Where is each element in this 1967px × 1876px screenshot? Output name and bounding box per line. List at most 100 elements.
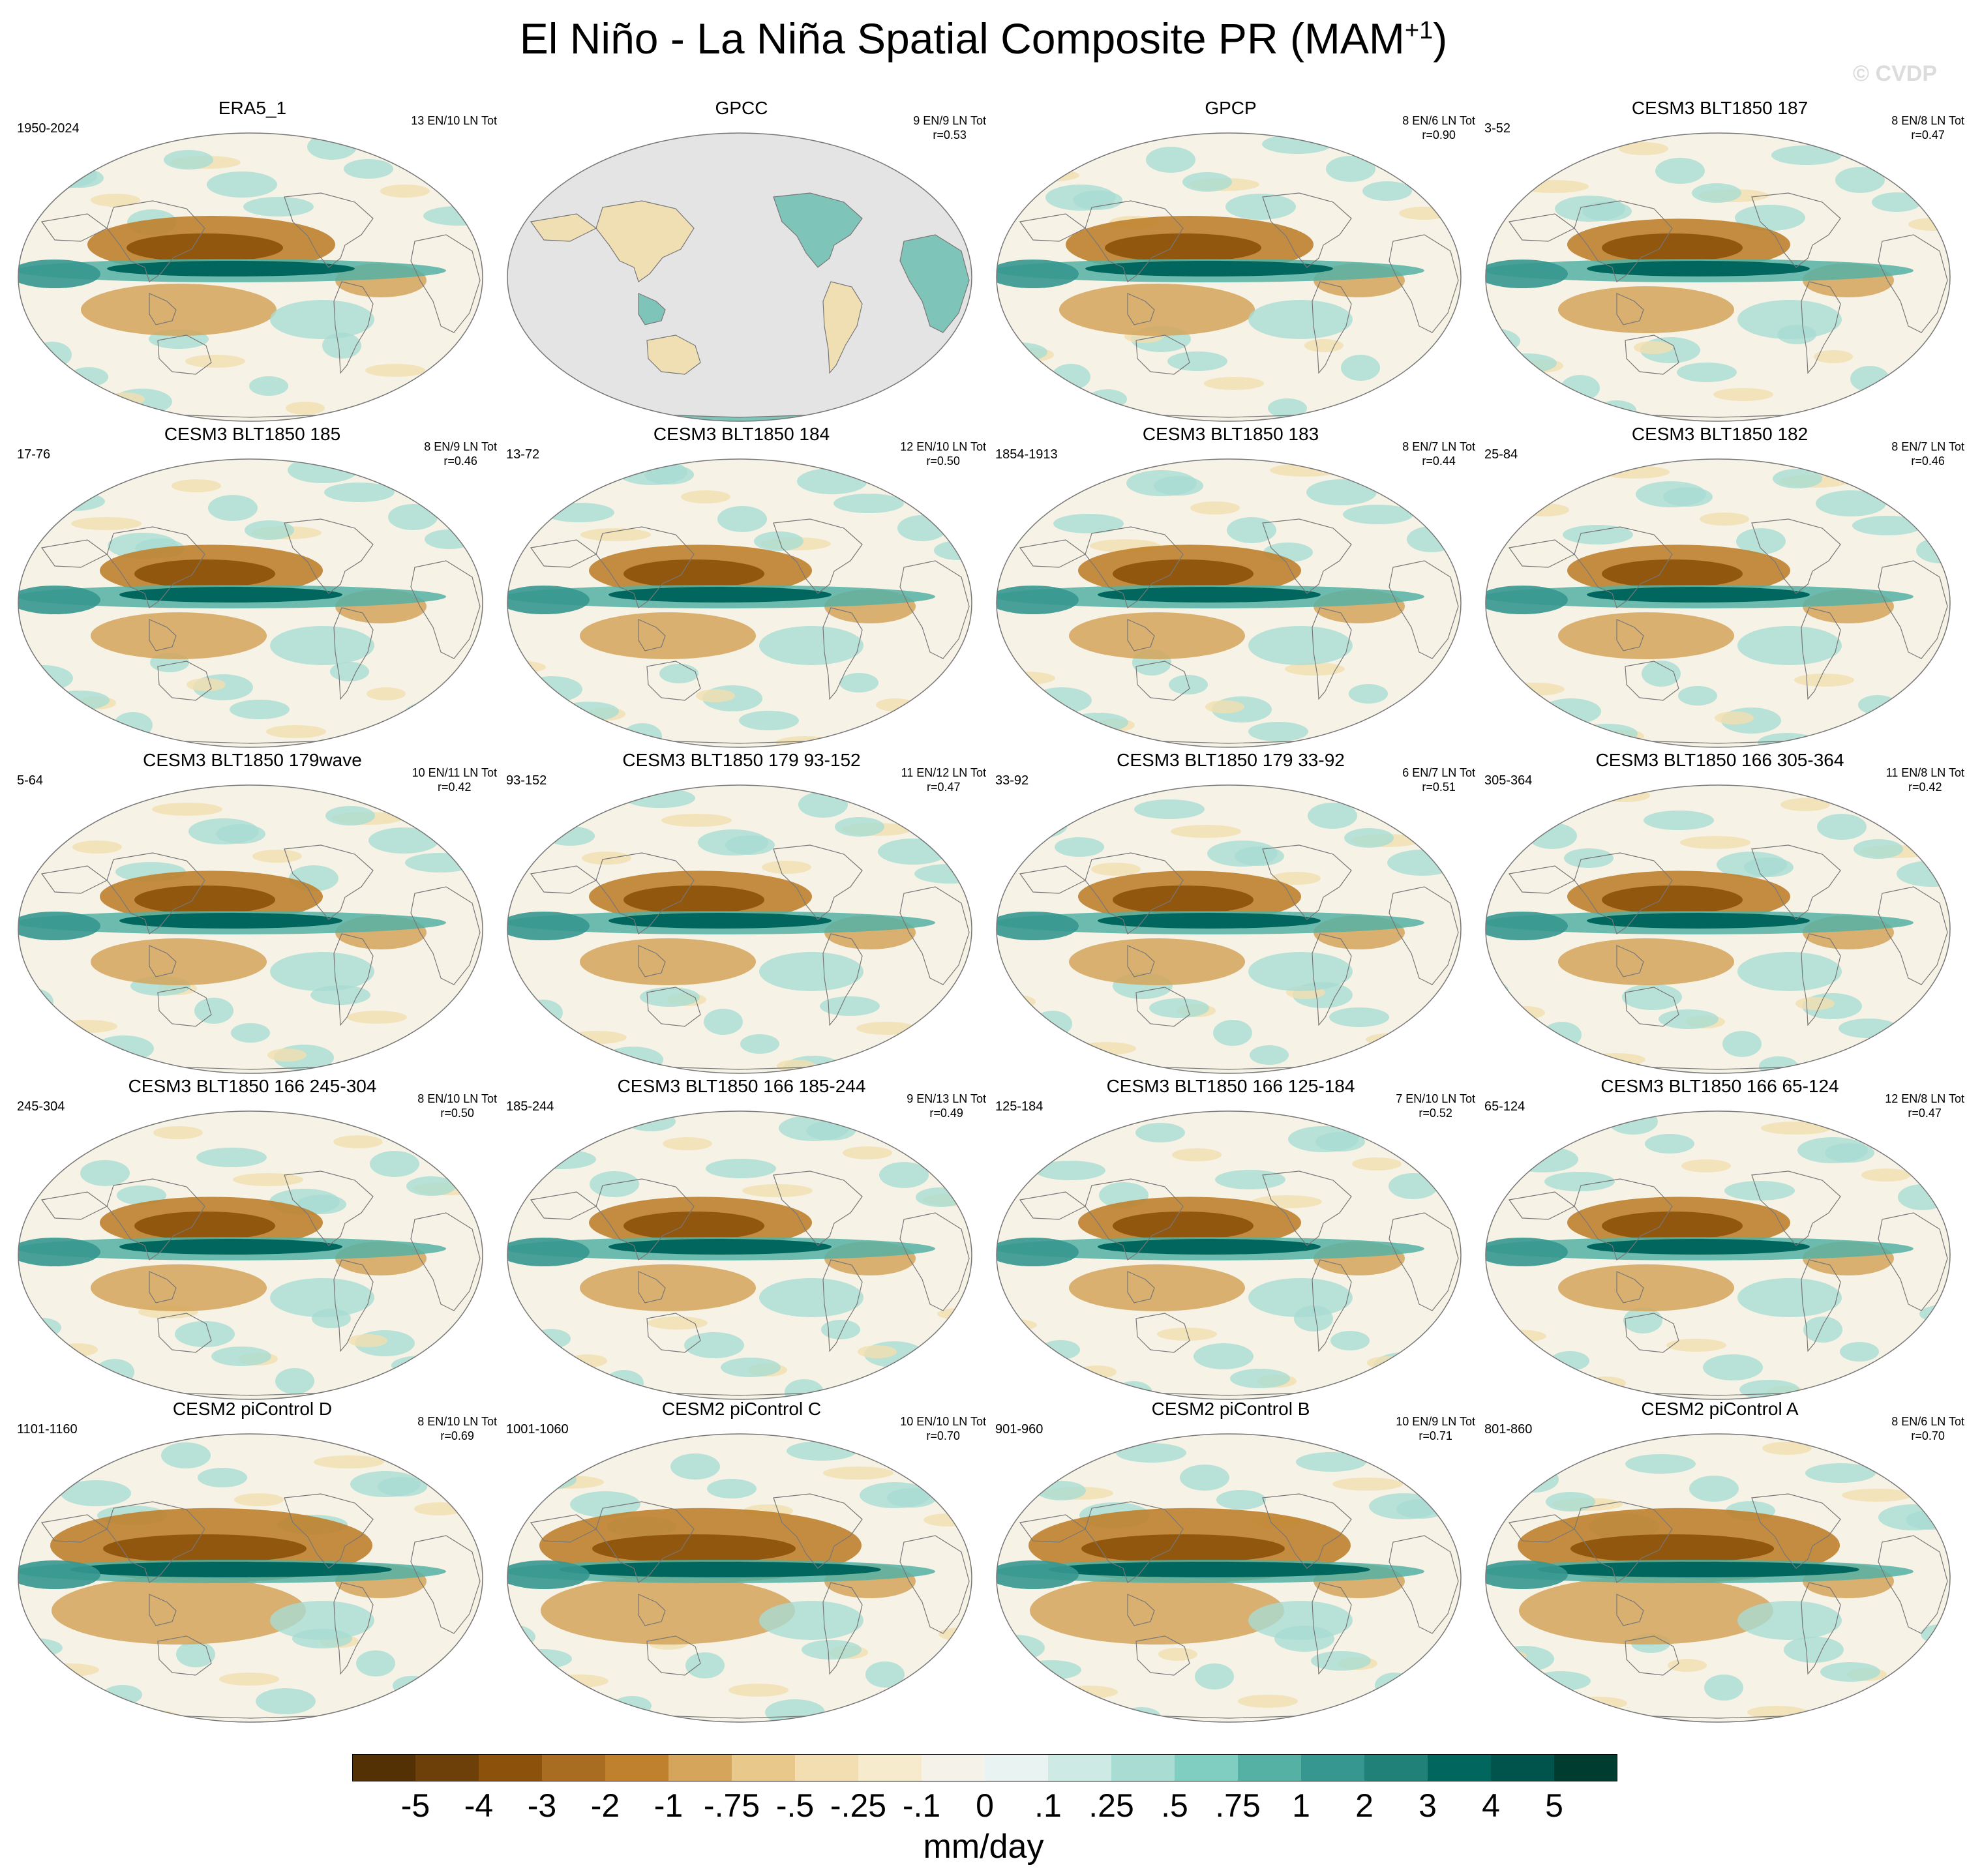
anomaly-patch — [24, 1465, 95, 1478]
anomaly-patch — [18, 1139, 87, 1158]
anomaly-patch — [1509, 1467, 1559, 1493]
dry-anomaly-south — [1558, 612, 1734, 659]
colorbar-swatch — [1048, 1754, 1112, 1781]
event-count-text: 11 EN/12 LN Tot — [901, 766, 986, 779]
anomaly-patch — [1803, 1317, 1842, 1343]
dry-anomaly-core — [134, 886, 275, 914]
colorbar-tick-label: -2 — [590, 1787, 620, 1824]
wet-equatorial-core — [608, 587, 832, 603]
dry-anomaly-south — [1069, 938, 1245, 985]
coastline — [1262, 518, 1352, 594]
colorbar-tick-label: 1 — [1292, 1787, 1310, 1824]
dry-anomaly-core — [1113, 559, 1254, 588]
anomaly-patch — [1053, 514, 1124, 533]
anomaly-patch — [548, 1675, 608, 1688]
coastline — [638, 1594, 666, 1626]
coastline — [822, 607, 863, 700]
wet-anomaly-indian — [1486, 912, 1568, 940]
anomaly-patch — [1375, 1673, 1414, 1699]
coastline — [1574, 1178, 1673, 1260]
anomaly-patch — [1878, 1504, 1949, 1530]
coastline — [1135, 987, 1190, 1027]
coastline — [410, 1535, 481, 1634]
map-outline — [18, 784, 483, 1074]
anomaly-patch — [1000, 1455, 1049, 1481]
anomaly-patch — [388, 504, 438, 530]
anomaly-patch — [1420, 402, 1461, 421]
map-outline — [1485, 1110, 1951, 1400]
panel-title: CESM3 BLT1850 179 33-92 — [1117, 750, 1345, 770]
anomaly-patch — [314, 1455, 384, 1468]
anomaly-patch — [172, 479, 221, 492]
land-precip-field — [530, 213, 597, 242]
anomaly-patch — [617, 459, 687, 485]
pattern-correlation: r=0.47 — [1908, 1107, 1942, 1120]
precip-composite-map — [507, 1110, 972, 1400]
anomaly-patch — [835, 817, 884, 837]
dry-anomaly-south — [580, 1264, 756, 1311]
coastline — [1135, 1635, 1190, 1676]
anomaly-patch — [1797, 1137, 1868, 1163]
wet-anomaly-indian — [1486, 1238, 1568, 1266]
anomaly-patch — [1666, 1339, 1726, 1352]
anomaly-patch — [1645, 1134, 1694, 1154]
anomaly-patch — [1369, 1493, 1439, 1519]
anomaly-patch — [1190, 501, 1240, 514]
pattern-correlation: r=0.71 — [1419, 1429, 1452, 1442]
map-outline — [996, 1433, 1462, 1723]
dry-anomaly-south — [52, 1577, 306, 1645]
coastline — [1135, 1313, 1190, 1353]
map-panel: CESM2 piControl B 901-960 10 EN/9 LN Tot r=… — [986, 1399, 1475, 1725]
anomaly-patch — [194, 998, 233, 1024]
anomaly-patch — [1678, 686, 1717, 706]
map-panel: GPCC 9 EN/9 LN Tot r=0.53 — [497, 98, 986, 424]
anomaly-patch — [1010, 492, 1060, 505]
wet-equatorial-core — [608, 913, 832, 929]
anomaly-patch — [1332, 1478, 1403, 1491]
anomaly-patch — [912, 714, 952, 740]
wet-anomaly-spcz — [1737, 1278, 1842, 1317]
anomaly-patch — [507, 1444, 540, 1470]
dry-anomaly-core — [623, 886, 764, 914]
precip-composite-map — [507, 784, 972, 1074]
anomaly-patch — [1884, 1684, 1923, 1710]
anomaly-patch — [230, 700, 290, 719]
panel-year-range: 801-860 — [1484, 1422, 1533, 1437]
anomaly-patch — [582, 852, 631, 865]
anomaly-patch — [368, 827, 439, 854]
anomaly-patch — [1780, 798, 1830, 811]
coastline — [1127, 293, 1155, 325]
coastline — [822, 1582, 863, 1675]
panel-year-range: 1001-1060 — [506, 1422, 569, 1437]
anomaly-patch — [762, 861, 811, 874]
anomaly-patch — [1399, 207, 1449, 220]
anomaly-patch — [1288, 1126, 1359, 1152]
colorbar-swatch — [1364, 1754, 1428, 1781]
land-precip-field — [638, 293, 666, 325]
pattern-correlation: r=0.46 — [1911, 454, 1945, 468]
panel-event-count: 10 EN/10 LN Tot r=0.70 — [900, 1414, 986, 1443]
wet-equatorial-core — [119, 913, 342, 929]
coastline — [1801, 933, 1841, 1026]
dry-anomaly-south — [1069, 612, 1245, 659]
precip-composite-map — [1485, 784, 1951, 1074]
anomaly-patch — [1861, 1169, 1911, 1182]
anomaly-patch — [821, 1320, 860, 1339]
map-outline — [507, 1433, 972, 1723]
pattern-correlation: r=0.70 — [926, 1429, 960, 1442]
anomaly-patch — [69, 367, 108, 387]
coastline — [1508, 539, 1576, 568]
anomaly-patch — [324, 483, 395, 502]
anomaly-patch — [71, 517, 142, 530]
colorbar-swatch — [1428, 1754, 1492, 1781]
dry-anomaly-core — [1602, 1212, 1743, 1240]
dry-anomaly-south — [91, 938, 267, 985]
anomaly-patch — [897, 515, 947, 541]
event-count-text: 12 EN/10 LN Tot — [900, 440, 986, 453]
anomaly-patch — [559, 702, 619, 721]
coastline — [530, 1191, 597, 1220]
precip-composite-map — [18, 1110, 483, 1400]
coastline — [149, 1594, 177, 1626]
colorbar — [352, 1754, 1618, 1781]
anomaly-patch — [670, 1453, 720, 1480]
